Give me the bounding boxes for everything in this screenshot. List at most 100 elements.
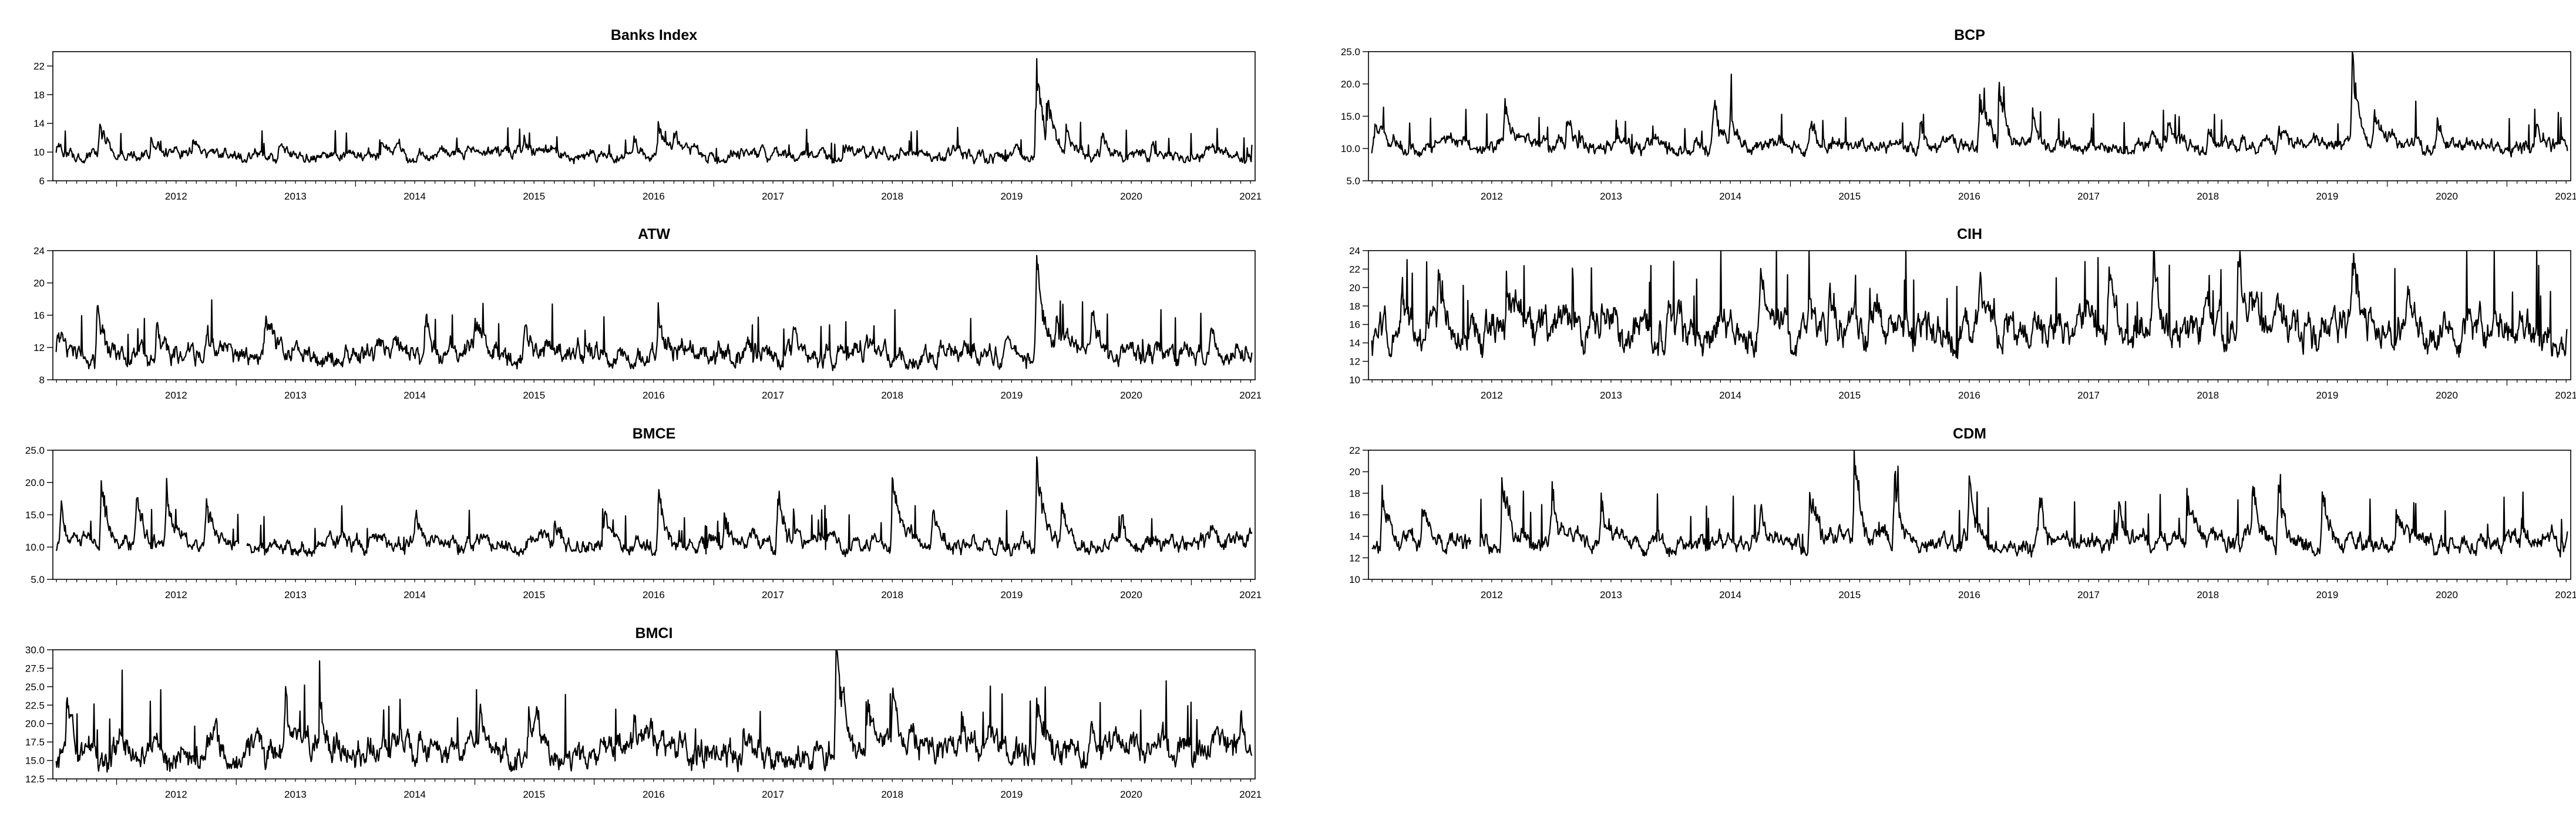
y-tick-label: 22 [1349, 445, 1360, 456]
y-tick-label: 16 [1349, 509, 1360, 521]
y-tick-label: 14 [1349, 531, 1360, 542]
x-tick-label: 2019 [2316, 390, 2338, 401]
x-tick-label: 2013 [1600, 390, 1622, 401]
y-tick-label: 8 [39, 374, 45, 386]
y-tick-label: 25.0 [1341, 46, 1360, 58]
x-tick-label: 2013 [1600, 589, 1622, 600]
x-tick-label: 2021 [1239, 789, 1262, 800]
x-tick-label: 2012 [165, 191, 187, 202]
y-tick-label: 16 [1349, 319, 1360, 330]
y-tick-label: 17.5 [25, 737, 45, 748]
x-tick-label: 2019 [1000, 390, 1023, 401]
x-tick-label: 2018 [2197, 589, 2219, 600]
x-tick-label: 2017 [2077, 191, 2100, 202]
chart-title: Banks Index [611, 27, 697, 43]
series-line-bmce-1 [55, 478, 240, 552]
x-tick-label: 2020 [1120, 789, 1142, 800]
y-tick-label: 20.0 [25, 718, 45, 730]
x-tick-label: 2021 [2555, 390, 2576, 401]
x-tick-label: 2018 [881, 390, 903, 401]
y-tick-label: 24 [33, 245, 45, 257]
y-tick-label: 25.0 [25, 445, 45, 456]
series-line-banks-index [55, 58, 1253, 164]
y-tick-label: 20.0 [25, 477, 45, 488]
y-tick-label: 15.0 [25, 755, 45, 767]
x-tick-label: 2014 [403, 191, 426, 202]
x-tick-label: 2015 [1838, 390, 1861, 401]
chart-panel-cih: CIH 10 12 14 16 18 20 22 24 2012 2013 2014 2015 2016 2… [1349, 226, 2576, 401]
x-tick-label: 2020 [1120, 390, 1142, 401]
x-tick-label: 2015 [1838, 589, 1861, 600]
x-tick-label: 2017 [762, 191, 784, 202]
series-line-bcp [1371, 51, 2568, 158]
x-tick-label: 2012 [165, 789, 187, 800]
y-tick-label: 25.0 [25, 681, 45, 693]
chart-panel-bmce: BMCE 5.0 10.0 15.0 20.0 25.0 2012 2013 2014 2015 2… [25, 426, 1262, 600]
x-tick-label: 2016 [1958, 390, 1980, 401]
y-tick-label: 18 [1349, 301, 1360, 312]
y-tick-label: 12.5 [25, 774, 45, 785]
x-tick-label: 2013 [284, 589, 307, 600]
x-tick-label: 2020 [1120, 589, 1142, 600]
y-tick-label: 30.0 [25, 644, 45, 656]
x-tick-label: 2020 [2436, 589, 2458, 600]
x-tick-label: 2013 [284, 390, 307, 401]
x-tick-label: 2021 [1239, 390, 1262, 401]
series-line-cdm-2 [1479, 450, 2568, 558]
x-tick-label: 2015 [523, 789, 545, 800]
chart-title: BMCI [635, 625, 673, 642]
x-tick-label: 2013 [284, 789, 307, 800]
x-tick-label: 2021 [2555, 589, 2576, 600]
chart-title: ATW [638, 226, 670, 242]
x-tick-label: 2021 [2555, 191, 2576, 202]
x-tick-label: 2015 [523, 589, 545, 600]
y-tick-label: 15.0 [1341, 111, 1360, 122]
plot-frame [1368, 51, 2571, 181]
y-tick-label: 14 [1349, 338, 1360, 349]
x-tick-label: 2015 [523, 390, 545, 401]
y-tick-label: 6 [39, 176, 45, 187]
y-tick-label: 22 [1349, 264, 1360, 275]
y-tick-label: 12 [1349, 552, 1360, 563]
x-tick-label: 2012 [165, 589, 187, 600]
x-tick-label: 2013 [1600, 191, 1622, 202]
x-tick-label: 2018 [881, 191, 903, 202]
x-tick-label: 2015 [1838, 191, 1861, 202]
x-tick-label: 2017 [762, 390, 784, 401]
plot-frame [1368, 450, 2571, 580]
series-line-cdm-1 [1371, 484, 1472, 555]
chart-title: CIH [1957, 226, 1982, 242]
chart-panel-bmci: BMCI 12.5 15.0 17.5 20.0 22.5 25.0 27.5 30.0 2012… [25, 625, 1262, 800]
chart-panel-bcp: BCP 5.0 10.0 15.0 20.0 25.0 2012 2013 2014 2015 20… [1341, 27, 2576, 202]
x-tick-label: 2016 [643, 789, 665, 800]
y-tick-label: 16 [33, 310, 45, 321]
y-tick-label: 10 [1349, 374, 1360, 386]
y-tick-label: 14 [33, 118, 45, 129]
x-tick-label: 2016 [643, 390, 665, 401]
x-tick-label: 2016 [1958, 589, 1980, 600]
plot-frame [52, 51, 1256, 181]
x-tick-label: 2021 [1239, 589, 1262, 600]
x-tick-label: 2012 [1481, 390, 1503, 401]
x-tick-label: 2012 [165, 390, 187, 401]
y-tick-label: 15.0 [25, 509, 45, 521]
y-tick-label: 10 [33, 147, 45, 158]
x-tick-label: 2018 [2197, 390, 2219, 401]
y-tick-label: 18 [33, 89, 45, 100]
chart-panel-atw: ATW 8 12 16 20 24 2012 2013 2014 2015 2016 2017 2018… [33, 226, 1262, 401]
y-tick-label: 20 [1349, 282, 1360, 293]
y-tick-label: 22.5 [25, 700, 45, 711]
y-tick-label: 12 [1349, 356, 1360, 367]
x-tick-label: 2016 [643, 191, 665, 202]
x-tick-label: 2014 [1719, 589, 1741, 600]
x-tick-label: 2017 [762, 589, 784, 600]
x-tick-label: 2018 [881, 589, 903, 600]
y-tick-label: 20 [1349, 467, 1360, 478]
y-tick-label: 10.0 [25, 542, 45, 553]
y-tick-label: 27.5 [25, 663, 45, 674]
chart-title: BCP [1954, 27, 1985, 43]
x-tick-label: 2013 [284, 191, 307, 202]
y-tick-label: 22 [33, 60, 45, 72]
x-tick-label: 2019 [1000, 789, 1023, 800]
x-tick-label: 2016 [643, 589, 665, 600]
